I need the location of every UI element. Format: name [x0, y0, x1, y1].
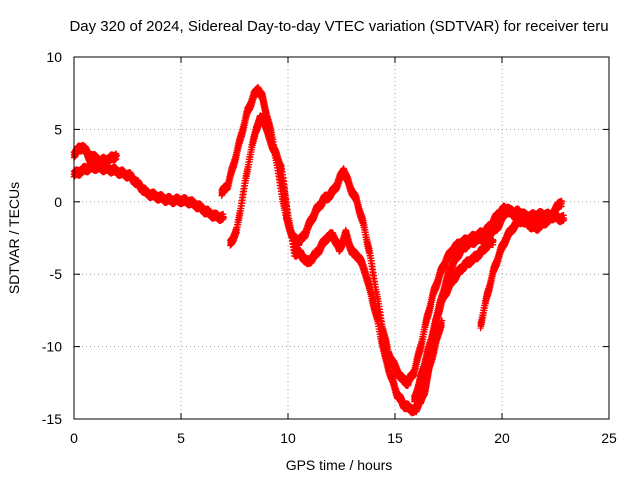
series-track-3: [87, 150, 120, 169]
series-track-5: [218, 84, 566, 389]
series-track-1: [70, 160, 227, 224]
marker-layer: [70, 84, 568, 417]
chart-title: Day 320 of 2024, Sidereal Day-to-day VTE…: [69, 18, 608, 35]
data-point: [113, 152, 120, 159]
data-point: [219, 210, 227, 218]
grid-layer: [74, 57, 609, 419]
data-point: [220, 214, 227, 221]
